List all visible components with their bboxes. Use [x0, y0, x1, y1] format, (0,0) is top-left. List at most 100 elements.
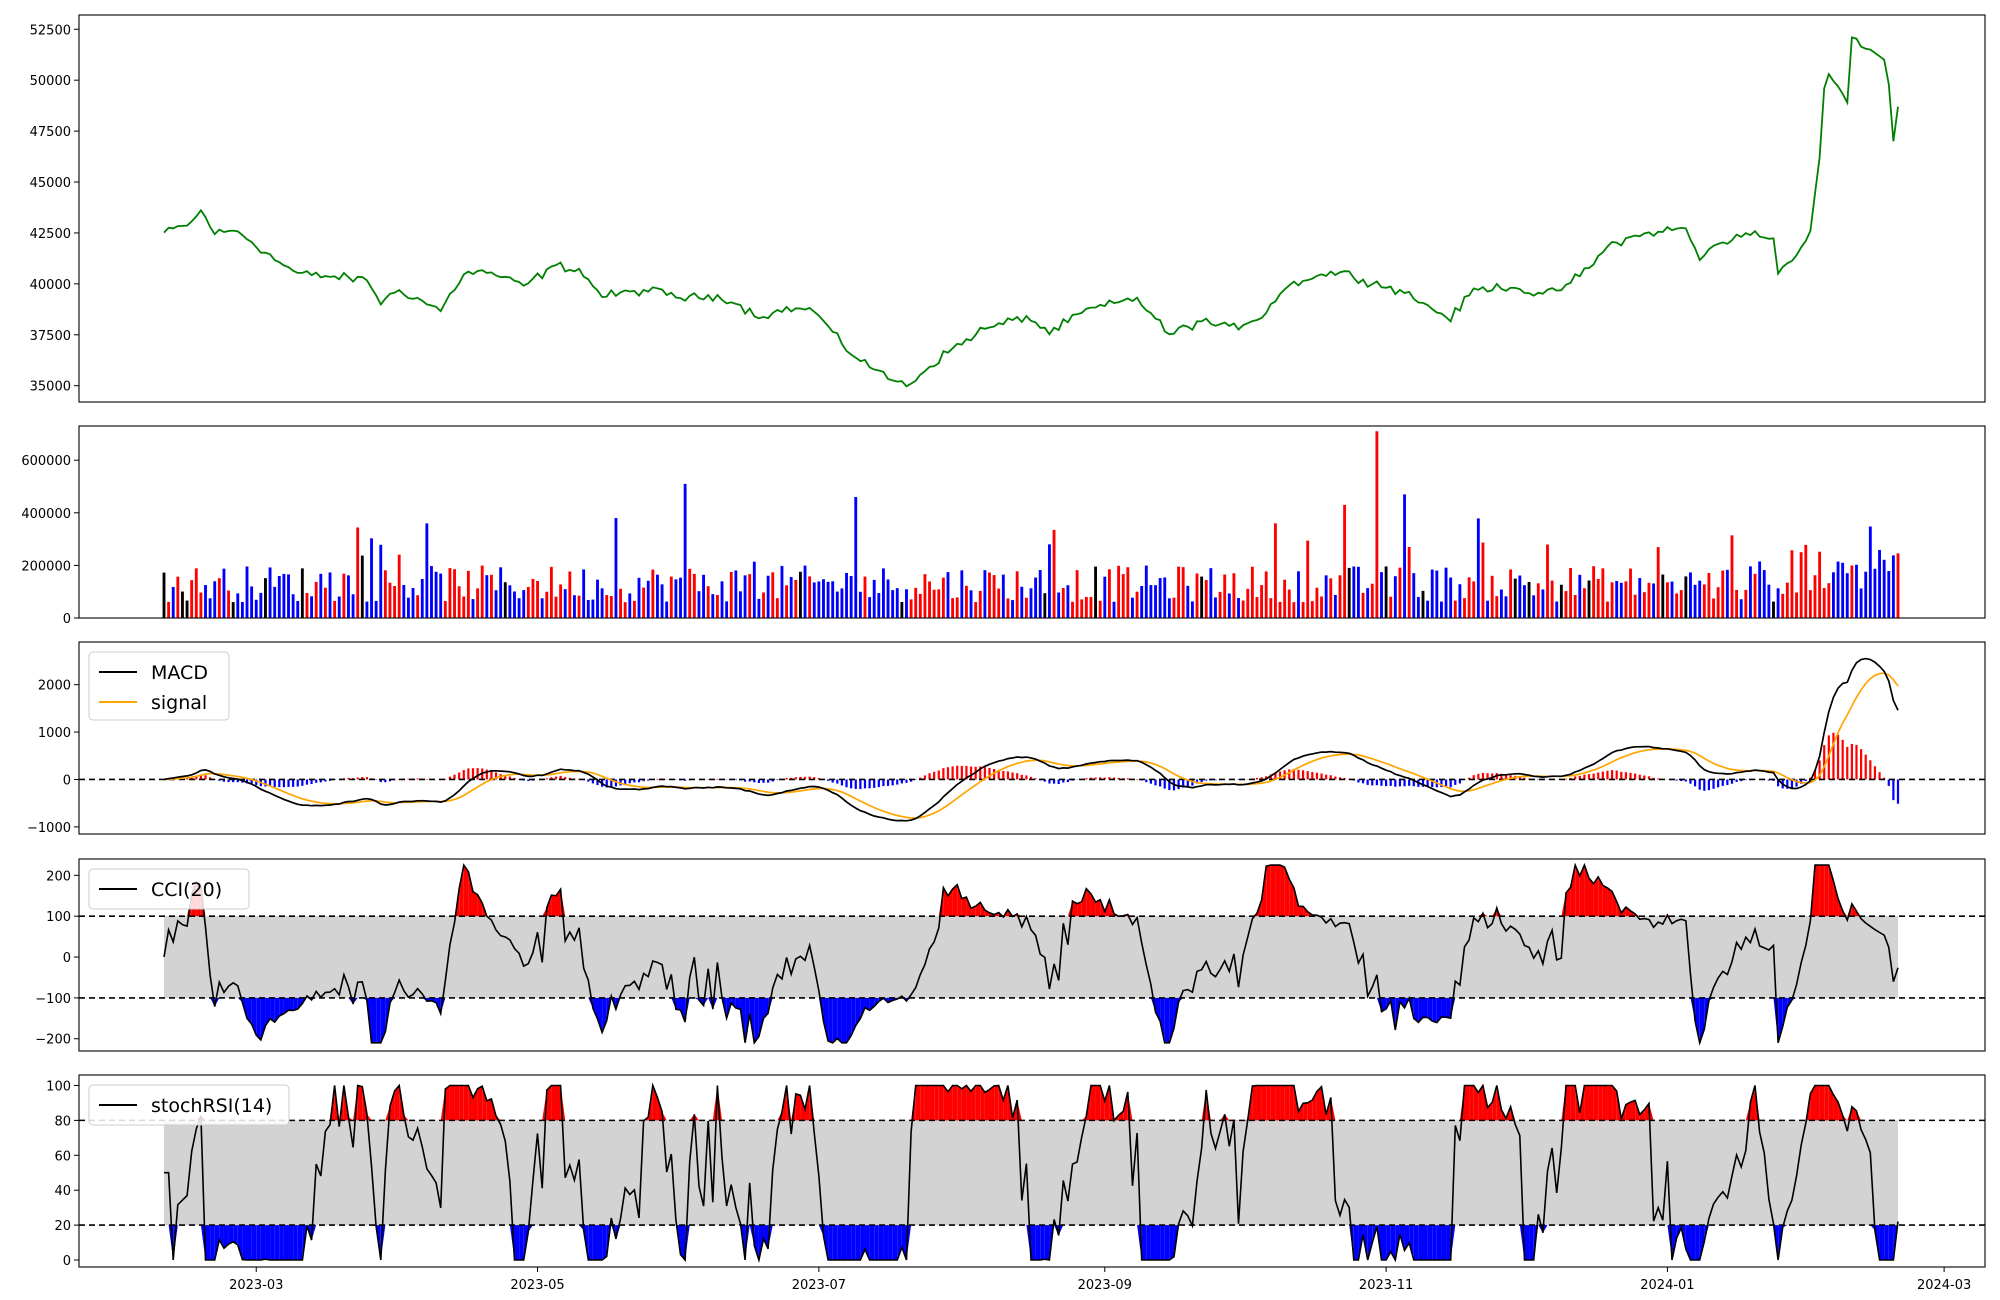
volume-bar — [826, 581, 830, 618]
stochrsi-oversold-fill — [1141, 1225, 1147, 1261]
volume-bar — [808, 576, 812, 618]
volume-bar — [932, 589, 936, 618]
stochrsi-overbought-fill — [468, 1085, 473, 1121]
cci-overbought-fill — [1565, 887, 1571, 917]
volume-bar — [715, 595, 719, 618]
macd-hist-bar — [1477, 773, 1480, 780]
macd-hist-bar — [287, 779, 290, 787]
volume-bar — [545, 591, 549, 618]
macd-hist-bar — [490, 770, 493, 780]
macd-hist-bar — [1606, 770, 1609, 780]
price-ytick-label: 37500 — [30, 329, 71, 344]
volume-bar — [508, 585, 512, 618]
volume-bar — [1338, 575, 1342, 618]
volume-bar — [1472, 581, 1476, 618]
volume-bar — [1449, 577, 1453, 618]
stochrsi-overbought-fill — [1625, 1102, 1631, 1121]
stochrsi-overbought-fill — [1639, 1109, 1645, 1121]
stochrsi-oversold-fill — [274, 1225, 280, 1261]
cci-oversold-fill — [680, 997, 686, 1023]
macd-hist-bar — [448, 776, 452, 780]
macd-hist-bar — [859, 779, 862, 790]
cci-overbought-fill — [472, 891, 478, 917]
volume-bar — [946, 572, 950, 618]
volume-bar — [439, 573, 443, 618]
cci-oversold-fill — [841, 997, 847, 1043]
macd-hist-bar — [919, 777, 922, 780]
macd-hist-bar — [1652, 777, 1655, 780]
volume-bar — [1499, 589, 1503, 618]
macd-hist-bar — [1186, 779, 1189, 787]
macd-hist-bar — [587, 779, 590, 782]
macd-hist-bar — [1836, 734, 1840, 780]
macd-hist-bar — [624, 779, 627, 785]
volume-bar — [1297, 571, 1300, 618]
stochrsi-oversold-fill — [754, 1225, 759, 1260]
volume-bar — [974, 602, 978, 618]
volume-bar — [586, 599, 590, 618]
volume-bar — [1707, 572, 1711, 618]
macd-hist-bar — [222, 779, 226, 782]
macd-hist-bar — [1371, 779, 1374, 786]
macd-hist-bar — [909, 779, 913, 782]
volume-bar — [194, 568, 198, 618]
stochrsi-overbought-fill — [1100, 1085, 1105, 1121]
macd-hist-bar — [1472, 775, 1475, 780]
stochrsi-oversold-fill — [888, 1225, 893, 1261]
stochrsi-ytick-label: 100 — [46, 1079, 71, 1094]
volume-bar — [1638, 578, 1642, 618]
volume-bar — [1670, 581, 1674, 618]
volume-bar — [1287, 589, 1291, 618]
stochrsi-oversold-fill — [1164, 1225, 1170, 1261]
price-ytick-label: 42500 — [30, 227, 71, 242]
volume-bar — [1329, 578, 1333, 618]
volume-bar — [688, 568, 692, 618]
stochrsi-oversold-fill — [1386, 1225, 1391, 1261]
volume-bar — [1693, 584, 1697, 618]
volume-bar — [1698, 580, 1702, 618]
stochrsi-oversold-fill — [1529, 1225, 1534, 1261]
macd-hist-bar — [232, 779, 235, 783]
date-tick-label: 2023-05 — [510, 1278, 564, 1293]
macd-hist-bar — [379, 779, 382, 783]
volume-bar — [1624, 581, 1628, 618]
macd-hist-bar — [1592, 773, 1595, 780]
macd-hist-bar — [195, 776, 198, 780]
cci-oversold-fill — [694, 997, 699, 1001]
macd-hist-bar — [1255, 777, 1259, 780]
stochrsi-overbought-fill — [1275, 1085, 1281, 1121]
volume-bar — [706, 586, 710, 618]
stochrsi-oversold-fill — [597, 1225, 603, 1261]
cci-overbought-fill — [1072, 901, 1078, 917]
stochrsi-oversold-fill — [1436, 1225, 1442, 1261]
macd-hist-bar — [564, 777, 567, 780]
cci-overbought-fill — [1579, 865, 1585, 917]
volume-bar — [448, 568, 452, 618]
macd-hist-bar — [840, 779, 844, 786]
volume-bar — [1795, 592, 1798, 618]
macd-hist-bar — [1698, 779, 1701, 790]
macd-hist-bar — [642, 779, 645, 782]
cci-overbought-fill — [459, 865, 464, 917]
macd-hist-bar — [684, 779, 687, 781]
macd-line — [163, 657, 1899, 822]
volume-bar — [651, 569, 655, 618]
macd-hist-bar — [1707, 779, 1711, 791]
volume-bar — [1536, 583, 1540, 618]
macd-hist-bar — [1066, 779, 1069, 783]
macd-hist-bar — [1454, 779, 1457, 785]
macd-hist-bar — [1657, 778, 1660, 780]
macd-hist-bar — [868, 779, 871, 789]
volume-bar — [1444, 567, 1448, 618]
volume-bar — [955, 597, 959, 618]
stochrsi-overbought-fill — [1630, 1100, 1636, 1121]
date-tick-label: 2024-03 — [1917, 1278, 1971, 1293]
volume-bar — [1601, 568, 1605, 618]
macd-hist-bar — [1735, 779, 1738, 782]
cci-oversold-fill — [1413, 997, 1419, 1023]
stochrsi-ytick-label: 80 — [54, 1114, 71, 1129]
stochrsi-oversold-fill — [579, 1225, 584, 1231]
macd-hist-bar — [1057, 779, 1060, 784]
macd-hist-bar — [743, 779, 747, 782]
volume-bar — [1214, 597, 1217, 618]
